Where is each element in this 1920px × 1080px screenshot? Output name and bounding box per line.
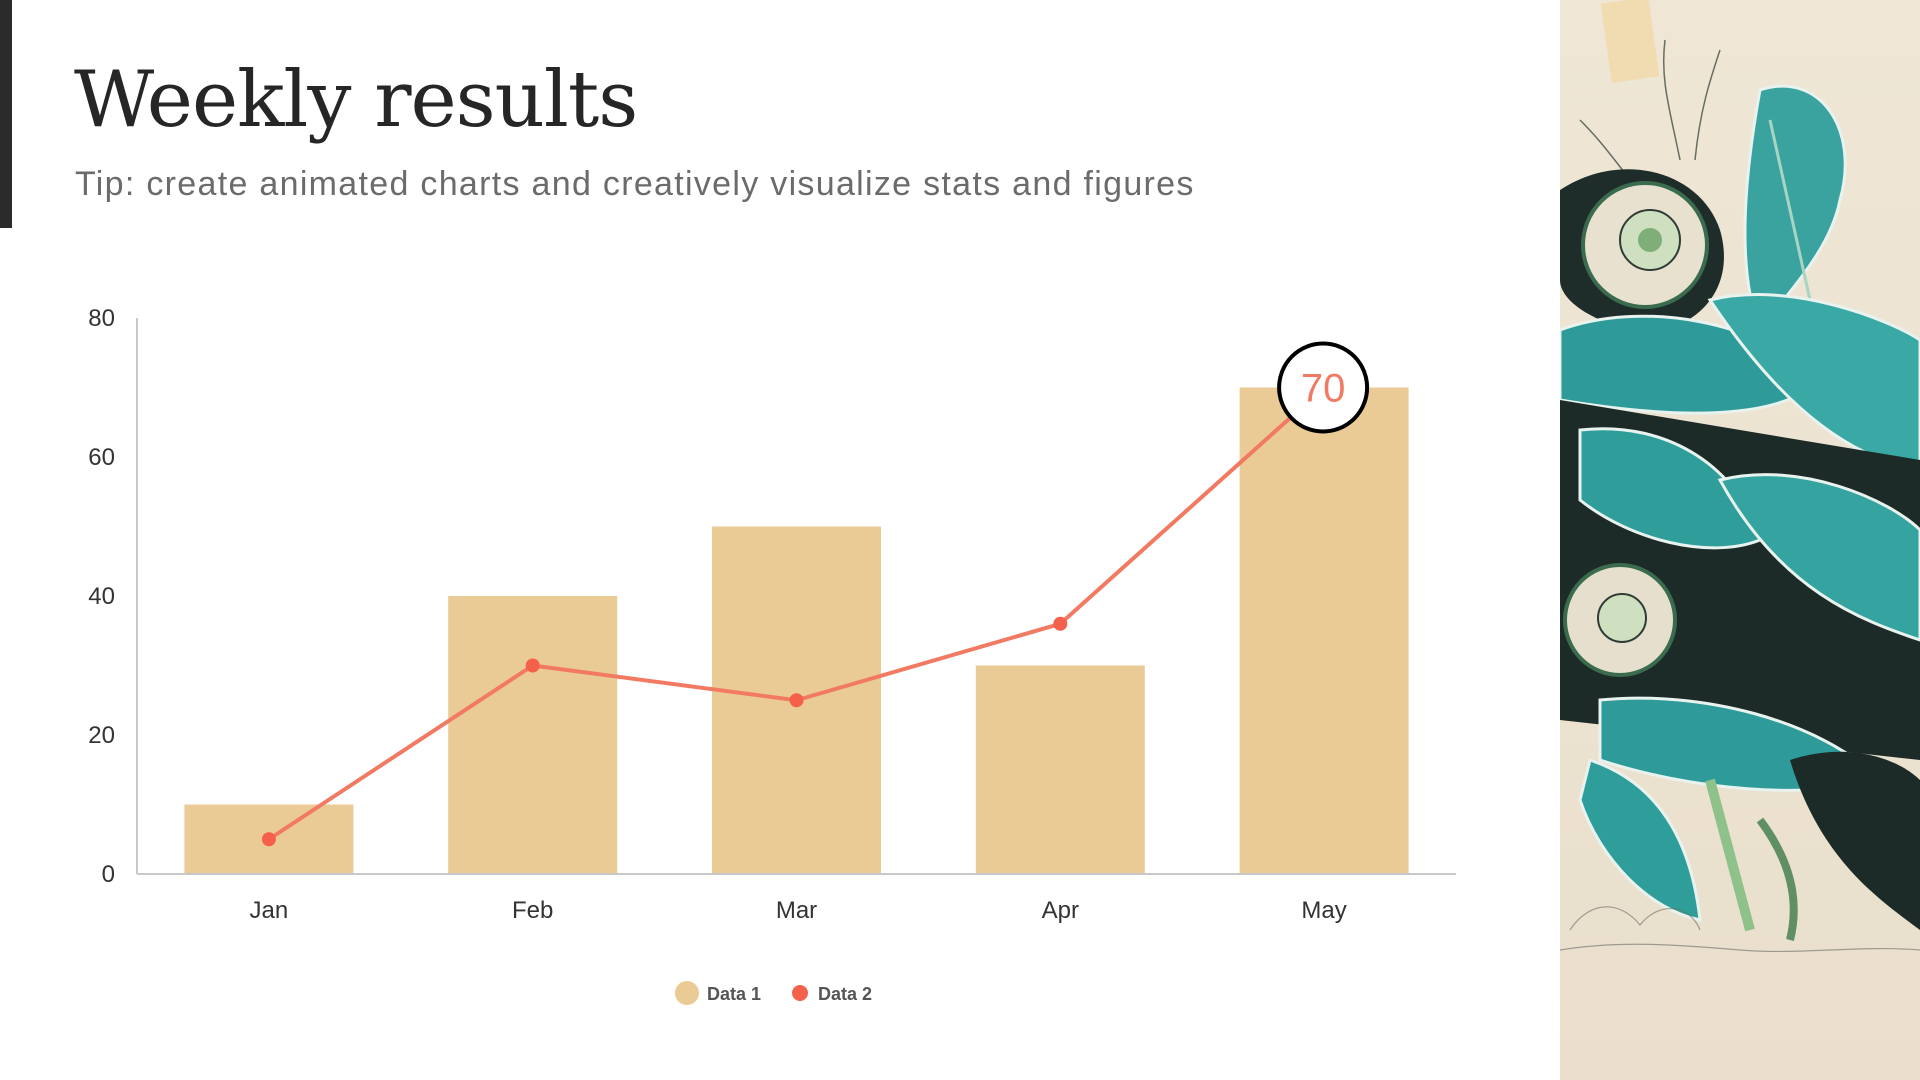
botanical-illustration-image [1560,0,1920,1080]
legend-swatch-data-1 [675,981,699,1005]
legend-swatch-data-2 [792,985,808,1001]
y-tick-label: 0 [102,861,115,888]
x-tick-label: Mar [776,897,817,924]
legend-label-data-2: Data 2 [818,984,872,1004]
bar-feb [448,596,618,874]
legend: Data 1 Data 2 [675,981,872,1005]
y-tick-label: 60 [88,444,115,471]
callout-circle [1277,341,1370,434]
bar-apr [975,665,1145,874]
bar-may [1239,387,1409,874]
y-tick-label: 20 [88,722,115,749]
y-tick-label: 40 [88,583,115,610]
data-point-feb [525,658,540,673]
x-tick-label: Jan [250,897,289,924]
legend-label-data-1: Data 1 [707,984,761,1004]
data-point-jan [261,832,276,847]
slide-subtitle: Tip: create animated charts and creative… [75,165,1195,203]
line-series [261,386,1326,847]
bars [184,387,1409,874]
x-tick-label: Apr [1042,897,1079,924]
y-axis-labels: 0 20 40 60 80 [88,305,115,888]
x-axis-labels: Jan Feb Mar Apr May [250,897,1347,924]
callout-value: 70 [1301,367,1346,411]
accent-bar [0,0,12,228]
callout: 70 [1277,341,1370,434]
x-tick-label: Feb [512,897,553,924]
y-tick-label: 80 [88,305,115,332]
x-tick-label: May [1301,897,1346,924]
data-point-apr [1053,616,1068,631]
data-point-mar [789,693,804,708]
slide-title: Weekly results [74,55,638,145]
